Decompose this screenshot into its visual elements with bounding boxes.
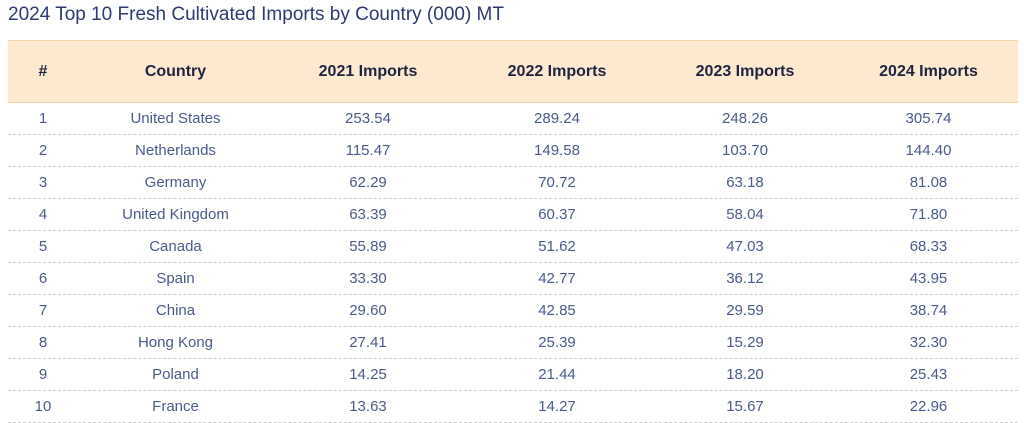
table-row: 10 France 13.63 14.27 15.67 22.96 xyxy=(8,391,1018,423)
cell-imports-2022: 51.62 xyxy=(538,238,576,255)
column-header-country: Country xyxy=(144,62,207,80)
cell-country: China xyxy=(155,302,196,319)
column-header-imports-2024: 2024 Imports xyxy=(879,62,978,80)
cell-imports-2021: 55.89 xyxy=(349,238,387,255)
cell-rank: 6 xyxy=(38,270,48,287)
cell-imports-2024: 71.80 xyxy=(909,206,948,223)
cell-rank: 1 xyxy=(38,110,48,127)
table-title: 2024 Top 10 Fresh Cultivated Imports by … xyxy=(8,4,504,25)
cell-imports-2021: 253.54 xyxy=(345,110,391,127)
cell-imports-2021: 33.30 xyxy=(349,270,387,287)
table-row: 8 Hong Kong 27.41 25.39 15.29 32.30 xyxy=(8,327,1018,359)
cell-rank: 2 xyxy=(38,142,48,159)
cell-rank: 7 xyxy=(38,302,48,319)
cell-imports-2024: 305.74 xyxy=(905,110,952,127)
table-row: 6 Spain 33.30 42.77 36.12 43.95 xyxy=(8,263,1018,295)
cell-imports-2023: 15.67 xyxy=(726,398,764,415)
cell-imports-2022: 42.85 xyxy=(538,302,576,319)
cell-imports-2022: 70.72 xyxy=(538,174,576,191)
cell-rank: 10 xyxy=(34,398,52,415)
table-row: 3 Germany 62.29 70.72 63.18 81.08 xyxy=(8,167,1018,199)
table-row: 2 Netherlands 115.47 149.58 103.70 144.40 xyxy=(8,135,1018,167)
table-header: # Country 2021 Imports 2022 Imports 2023 Imp… xyxy=(8,40,1018,103)
cell-imports-2022: 42.77 xyxy=(538,270,576,287)
cell-imports-2024: 144.40 xyxy=(905,142,952,159)
cell-imports-2021: 27.41 xyxy=(349,334,387,351)
cell-imports-2023: 15.29 xyxy=(726,334,764,351)
table-row: 4 United Kingdom 63.39 60.37 58.04 71.80 xyxy=(8,199,1018,231)
cell-imports-2024: 68.33 xyxy=(909,238,948,255)
cell-imports-2024: 81.08 xyxy=(909,174,948,191)
cell-imports-2024: 32.30 xyxy=(909,334,948,351)
table-row: 9 Poland 14.25 21.44 18.20 25.43 xyxy=(8,359,1018,391)
cell-imports-2024: 43.95 xyxy=(909,270,948,287)
table-row: 1 United States 253.54 289.24 248.26 305.74 xyxy=(8,103,1018,135)
cell-country: Netherlands xyxy=(135,142,216,159)
column-header-imports-2022: 2022 Imports xyxy=(507,62,607,80)
cell-rank: 9 xyxy=(38,366,48,383)
table-row: 7 China 29.60 42.85 29.59 38.74 xyxy=(8,295,1018,327)
cell-country: United Kingdom xyxy=(122,206,229,223)
cell-imports-2023: 47.03 xyxy=(726,238,764,255)
imports-table: # Country 2021 Imports 2022 Imports 2023 Imp… xyxy=(8,40,1018,423)
cell-imports-2024: 38.74 xyxy=(909,302,948,319)
cell-imports-2022: 25.39 xyxy=(538,334,576,351)
cell-imports-2024: 25.43 xyxy=(909,366,948,383)
cell-imports-2021: 14.25 xyxy=(349,366,387,383)
cell-country: United States xyxy=(130,110,221,127)
cell-imports-2023: 58.04 xyxy=(726,206,764,223)
cell-rank: 8 xyxy=(38,334,48,351)
cell-country: Germany xyxy=(144,174,207,191)
cell-imports-2023: 103.70 xyxy=(722,142,768,159)
cell-imports-2023: 63.18 xyxy=(726,174,764,191)
cell-imports-2022: 60.37 xyxy=(538,206,576,223)
cell-imports-2022: 14.27 xyxy=(538,398,576,415)
cell-imports-2021: 29.60 xyxy=(349,302,387,319)
cell-rank: 4 xyxy=(38,206,48,223)
cell-country: France xyxy=(152,398,199,415)
cell-imports-2021: 115.47 xyxy=(345,142,391,159)
cell-imports-2023: 36.12 xyxy=(726,270,764,287)
cell-country: Hong Kong xyxy=(137,334,214,351)
cell-imports-2021: 62.29 xyxy=(349,174,387,191)
table-body: 1 United States 253.54 289.24 248.26 305.74 2 N… xyxy=(8,103,1018,423)
cell-country: Poland xyxy=(152,366,199,383)
cell-imports-2023: 248.26 xyxy=(722,110,768,127)
cell-rank: 3 xyxy=(38,174,48,191)
cell-imports-2024: 22.96 xyxy=(909,398,948,415)
cell-country: Spain xyxy=(156,270,195,287)
table-row: 5 Canada 55.89 51.62 47.03 68.33 xyxy=(8,231,1018,263)
cell-imports-2023: 18.20 xyxy=(726,366,764,383)
column-header-rank: # xyxy=(38,62,48,80)
cell-imports-2021: 13.63 xyxy=(349,398,387,415)
cell-country: Canada xyxy=(149,238,202,255)
cell-imports-2022: 149.58 xyxy=(534,142,580,159)
cell-imports-2022: 289.24 xyxy=(534,110,580,127)
column-header-imports-2023: 2023 Imports xyxy=(695,62,795,80)
cell-imports-2022: 21.44 xyxy=(538,366,576,383)
column-header-imports-2021: 2021 Imports xyxy=(318,62,418,80)
cell-imports-2023: 29.59 xyxy=(726,302,764,319)
cell-imports-2021: 63.39 xyxy=(349,206,387,223)
cell-rank: 5 xyxy=(38,238,48,255)
